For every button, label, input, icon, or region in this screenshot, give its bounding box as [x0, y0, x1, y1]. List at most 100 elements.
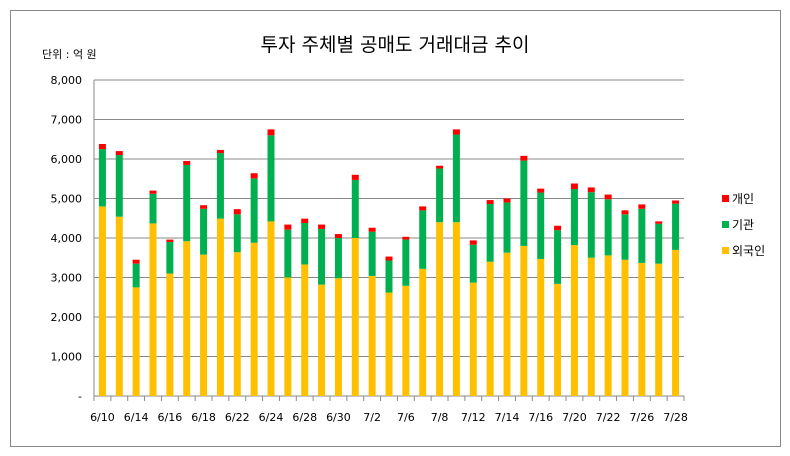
bar-기관 — [419, 210, 427, 269]
bar-기관 — [587, 192, 595, 258]
bar-외국인 — [554, 283, 562, 396]
bar-외국인 — [402, 285, 410, 396]
bar-외국인 — [486, 261, 494, 396]
bar-개인 — [419, 206, 427, 211]
x-tick-label: 6/30 — [326, 411, 351, 424]
y-tick-label: - — [78, 390, 82, 403]
bar-개인 — [436, 165, 444, 169]
bar-외국인 — [166, 273, 174, 396]
y-tick-label: 7,000 — [51, 114, 83, 127]
bar-외국인 — [267, 221, 275, 396]
y-tick-label: 5,000 — [51, 193, 83, 206]
bar-외국인 — [301, 264, 309, 396]
x-tick-label: 7/22 — [596, 411, 621, 424]
bar-외국인 — [351, 238, 359, 396]
y-tick-label: 2,000 — [51, 311, 83, 324]
bar-기관 — [621, 214, 629, 260]
bar-개인 — [604, 194, 612, 200]
bar-외국인 — [587, 257, 595, 396]
bar-기관 — [267, 135, 275, 222]
bar-외국인 — [469, 282, 477, 396]
x-tick-label: 6/24 — [259, 411, 284, 424]
legend-swatch — [722, 221, 729, 228]
bar-기관 — [537, 192, 545, 259]
bar-외국인 — [233, 252, 241, 396]
bar-개인 — [233, 209, 241, 215]
chart-title: 투자 주체별 공매도 거래대금 추이 — [260, 34, 530, 56]
x-tick-label: 7/14 — [495, 411, 520, 424]
bar-개인 — [98, 143, 106, 150]
bar-개인 — [334, 234, 342, 238]
bar-기관 — [216, 153, 224, 219]
bar-외국인 — [149, 223, 157, 396]
bar-외국인 — [132, 287, 140, 396]
legend-label: 개인 — [732, 192, 754, 206]
bar-기관 — [604, 199, 612, 256]
bar-기관 — [368, 231, 376, 276]
legend-swatch — [722, 195, 729, 202]
bar-개인 — [503, 198, 511, 203]
bar-기관 — [284, 229, 292, 278]
bar-개인 — [385, 256, 393, 261]
bar-기관 — [149, 193, 157, 224]
bar-기관 — [520, 160, 528, 246]
x-tick-label: 7/8 — [431, 411, 449, 424]
bar-개인 — [368, 227, 376, 232]
bar-개인 — [301, 218, 309, 223]
bar-기관 — [318, 228, 326, 285]
bar-개인 — [672, 200, 680, 204]
bar-개인 — [402, 236, 410, 240]
bar-외국인 — [284, 277, 292, 396]
bar-기관 — [351, 179, 359, 238]
bar-개인 — [638, 204, 646, 209]
bar-개인 — [267, 129, 275, 136]
bar-기관 — [385, 260, 393, 293]
bar-기관 — [200, 208, 208, 255]
bar-외국인 — [503, 252, 511, 396]
bar-외국인 — [570, 245, 578, 396]
bar-외국인 — [115, 216, 123, 396]
bar-외국인 — [672, 249, 680, 396]
bar-외국인 — [604, 255, 612, 396]
bar-개인 — [537, 188, 545, 193]
bar-기관 — [166, 241, 174, 274]
bar-외국인 — [436, 222, 444, 396]
legend-swatch — [722, 247, 729, 254]
x-tick-label: 7/2 — [363, 411, 381, 424]
bar-기관 — [98, 149, 106, 207]
x-tick-label: 6/18 — [191, 411, 216, 424]
bar-개인 — [115, 151, 123, 156]
x-tick-label: 6/28 — [292, 411, 317, 424]
bar-기관 — [436, 168, 444, 223]
unit-label: 단위 : 억 원 — [42, 48, 97, 61]
y-tick-label: 1,000 — [51, 351, 83, 364]
x-tick-label: 7/6 — [397, 411, 415, 424]
bar-개인 — [554, 225, 562, 231]
bar-개인 — [469, 240, 477, 245]
bar-기관 — [452, 134, 460, 223]
x-tick-label: 6/14 — [124, 411, 149, 424]
bar-개인 — [149, 190, 157, 194]
bar-외국인 — [452, 222, 460, 396]
bar-기관 — [132, 263, 140, 288]
bar-외국인 — [638, 262, 646, 396]
bar-기관 — [301, 222, 309, 265]
y-tick-label: 3,000 — [51, 272, 83, 285]
bar-개인 — [132, 259, 140, 264]
bar-기관 — [638, 208, 646, 263]
bar-개인 — [183, 160, 191, 165]
x-tick-label: 7/26 — [630, 411, 655, 424]
bar-기관 — [570, 189, 578, 246]
bar-개인 — [587, 187, 595, 193]
bar-외국인 — [621, 259, 629, 396]
bar-개인 — [284, 224, 292, 230]
y-tick-label: 6,000 — [51, 153, 83, 166]
bar-개인 — [166, 239, 174, 242]
bar-개인 — [655, 221, 663, 224]
bar-외국인 — [655, 263, 663, 396]
bar-개인 — [486, 200, 494, 205]
bar-기관 — [402, 239, 410, 286]
y-tick-label: 4,000 — [51, 232, 83, 245]
bar-기관 — [469, 244, 477, 283]
bar-개인 — [250, 173, 258, 179]
